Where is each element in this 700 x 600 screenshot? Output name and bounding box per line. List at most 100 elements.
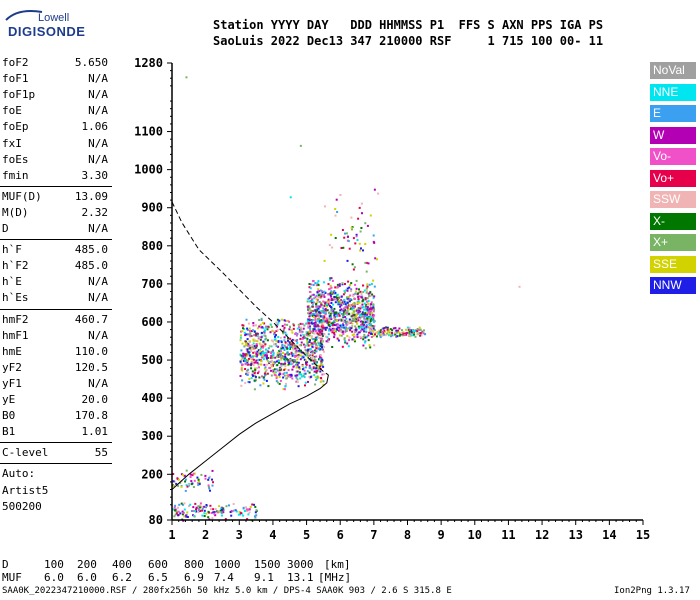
- echo-point: [348, 327, 351, 330]
- echo-point: [327, 298, 330, 301]
- param-label: MUF(D): [2, 189, 42, 203]
- echo-point: [373, 344, 376, 347]
- echo-point: [250, 360, 253, 363]
- echo-point: [282, 330, 285, 333]
- echo-point: [342, 322, 344, 325]
- echo-point: [315, 347, 318, 350]
- echo-point: [281, 356, 284, 359]
- echo-point: [254, 516, 257, 519]
- echo-point: [276, 352, 279, 355]
- echo-point: [250, 357, 252, 360]
- echo-point: [362, 284, 365, 287]
- echo-point: [395, 335, 397, 337]
- echo-point: [334, 286, 337, 289]
- echo-point: [303, 346, 306, 349]
- echo-point: [266, 363, 269, 366]
- echo-point: [406, 331, 409, 334]
- echo-point: [361, 315, 364, 318]
- echo-point: [355, 235, 358, 238]
- echo-point: [334, 214, 337, 217]
- echo-point: [280, 357, 283, 360]
- param-row: foEp 1.06: [2, 120, 108, 136]
- echo-point: [369, 307, 372, 310]
- echo-point: [313, 328, 316, 331]
- echo-point: [302, 356, 305, 359]
- muf-value: 6.5: [148, 571, 168, 584]
- echo-point: [395, 329, 398, 332]
- echo-point: [371, 333, 374, 335]
- echo-point: [317, 333, 320, 336]
- echo-point: [256, 367, 259, 370]
- echo-point: [260, 363, 262, 366]
- echo-point: [346, 335, 349, 337]
- echo-point: [241, 356, 244, 359]
- echo-point: [304, 336, 307, 339]
- echo-point: [185, 484, 188, 487]
- echo-point: [409, 335, 412, 337]
- echo-point: [324, 205, 326, 208]
- echo-point: [318, 305, 321, 308]
- echo-point: [320, 360, 323, 363]
- echo-point: [339, 324, 342, 327]
- echo-point: [300, 349, 302, 352]
- echo-point: [191, 510, 193, 512]
- echo-point: [322, 295, 325, 298]
- echo-point: [180, 473, 183, 476]
- echo-point: [281, 325, 284, 327]
- echo-point: [239, 513, 242, 516]
- echo-point: [246, 354, 249, 357]
- echo-point: [359, 249, 362, 252]
- muf-value: 6.0: [77, 571, 97, 584]
- echo-point: [384, 334, 387, 337]
- echo-point: [248, 340, 251, 343]
- echo-point: [352, 306, 355, 309]
- echo-point: [370, 332, 372, 335]
- echo-point: [267, 325, 270, 328]
- echo-point: [309, 327, 312, 330]
- echo-point: [313, 324, 315, 327]
- echo-point: [374, 257, 377, 260]
- echo-point: [287, 360, 290, 363]
- y-tick-label: 800: [141, 239, 163, 253]
- param-value: 3.30: [81, 168, 109, 182]
- echo-point: [307, 344, 310, 347]
- echo-point: [331, 327, 334, 330]
- echo-point: [365, 325, 368, 328]
- echo-point: [359, 337, 362, 340]
- echo-point: [315, 355, 318, 358]
- echo-point: [183, 508, 186, 511]
- echo-point: [299, 337, 302, 340]
- echo-point: [321, 337, 324, 340]
- echo-point: [321, 329, 324, 332]
- echo-point: [197, 509, 200, 511]
- echo-point: [259, 347, 262, 350]
- echo-point: [250, 348, 252, 351]
- echo-point: [339, 295, 342, 298]
- echo-point: [288, 320, 291, 323]
- echo-point: [278, 350, 281, 352]
- echo-point: [319, 333, 322, 336]
- echo-point: [207, 516, 210, 519]
- echo-point: [292, 348, 295, 351]
- echo-point: [180, 502, 183, 505]
- echo-point: [340, 295, 343, 298]
- echo-point: [253, 372, 256, 375]
- echo-point: [305, 361, 307, 364]
- echo-point: [316, 324, 319, 327]
- echo-point: [334, 291, 337, 294]
- echo-point: [263, 374, 266, 377]
- param-value: N/A: [88, 152, 108, 166]
- echo-point: [292, 352, 295, 355]
- echo-point: [297, 355, 300, 358]
- echo-point: [345, 322, 347, 325]
- echo-point: [346, 239, 349, 242]
- echo-point: [354, 292, 357, 295]
- header-values: SaoLuis 2022 Dec13 347 210000 RSF 1 715 …: [213, 34, 604, 48]
- echo-point: [331, 291, 333, 294]
- echo-point: [355, 318, 358, 321]
- echo-point: [283, 368, 286, 371]
- echo-point: [308, 310, 311, 313]
- echo-point: [243, 331, 246, 334]
- echo-point: [306, 340, 309, 342]
- echo-point: [340, 319, 343, 322]
